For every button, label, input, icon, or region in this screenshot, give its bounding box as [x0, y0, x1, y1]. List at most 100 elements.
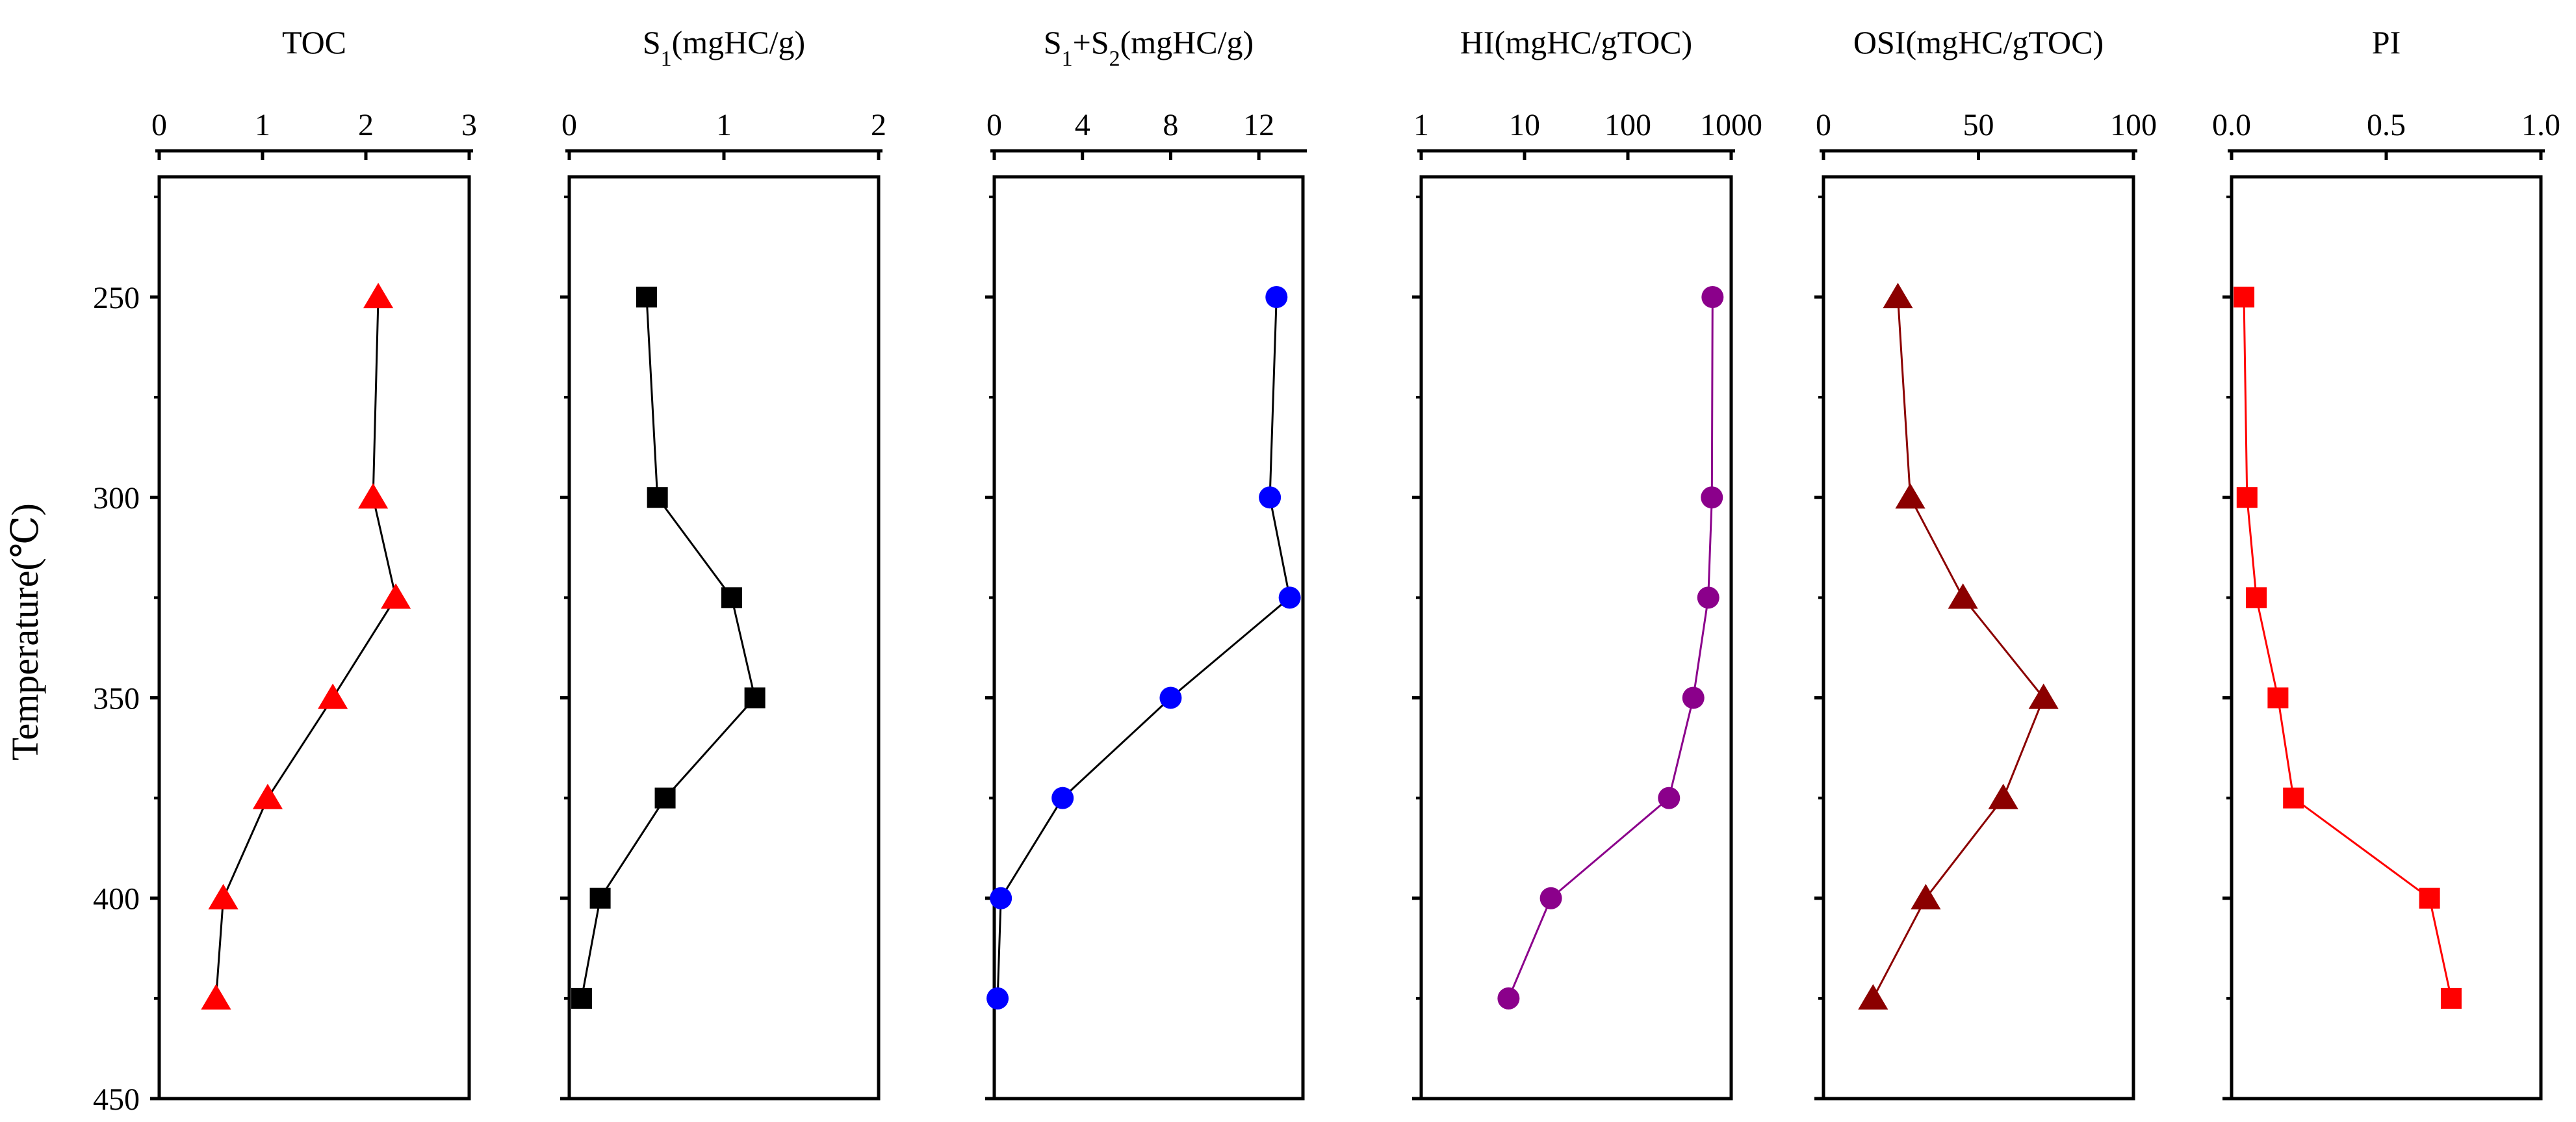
data-point	[986, 987, 1009, 1010]
y-tick-label: 300	[93, 481, 140, 515]
panel-frame	[2230, 175, 2543, 1101]
title-subscript: 2	[1109, 47, 1120, 71]
y-tick-label: 350	[93, 681, 140, 716]
data-point	[1883, 282, 1913, 309]
x-tick-label: 100	[2110, 108, 2157, 142]
panel-4: HI(mgHC/gTOC) 1 10 100 1000	[1412, 24, 1762, 1101]
panel-title: HI(mgHC/gTOC)	[1460, 24, 1692, 60]
data-point	[990, 887, 1012, 909]
y-axis-label: Temperature(℃)	[4, 503, 46, 761]
x-tick-label: 100	[1604, 108, 1651, 142]
x-tick-label: 1	[255, 108, 270, 142]
data-point	[1658, 787, 1681, 809]
title-part: S	[1044, 24, 1062, 60]
series-line	[996, 296, 1291, 998]
data-point	[1051, 787, 1074, 809]
data-point	[1539, 887, 1562, 909]
data-point	[1278, 586, 1301, 609]
data-point	[318, 683, 348, 709]
x-tick-label: 1.0	[2521, 108, 2560, 142]
panel-title: PI	[2372, 24, 2401, 60]
data-point	[1895, 483, 1926, 509]
x-tick-label: 8	[1163, 108, 1178, 142]
series-line	[214, 296, 397, 999]
data-point	[2267, 687, 2289, 709]
panel-5: OSI(mgHC/gTOC) 0 50 100	[1814, 24, 2157, 1101]
data-point	[2246, 587, 2267, 608]
x-tick-label: 0.0	[2212, 108, 2251, 142]
x-tick-label: 1	[1413, 108, 1429, 142]
x-tick-label: 0	[151, 108, 167, 142]
x-tick-label: 0	[986, 108, 1002, 142]
y-tick-label: 250	[93, 281, 140, 315]
data-point	[1159, 686, 1182, 709]
data-point	[208, 883, 238, 909]
x-tick-label: 4	[1075, 108, 1090, 142]
panel-title: OSI(mgHC/gTOC)	[1853, 24, 2104, 60]
panel-title: S1(mgHC/g)	[643, 24, 805, 71]
series-line	[1508, 296, 1714, 999]
panel-2: S1(mgHC/g)0 1 2	[560, 24, 886, 1101]
data-point	[2419, 887, 2440, 909]
x-tick-label: 0	[561, 108, 577, 142]
panel-title: TOC	[282, 24, 346, 60]
data-point	[1697, 586, 1719, 609]
x-tick-label: 1	[716, 108, 732, 142]
x-tick-label: 3	[461, 108, 477, 142]
panel-1: TOC 0 1 2 3 250 300 350 400 450	[93, 24, 477, 1117]
x-tick-label: 2	[871, 108, 886, 142]
data-point	[636, 286, 657, 307]
data-point	[1682, 686, 1705, 709]
x-tick-label: 0.5	[2367, 108, 2406, 142]
panel-3: S1+S2(mgHC/g)0 4 8 12	[985, 24, 1307, 1101]
data-point	[571, 987, 593, 1009]
data-point	[1858, 984, 1888, 1010]
panel-frame	[992, 175, 1305, 1101]
data-point	[744, 687, 766, 709]
data-point	[2028, 683, 2059, 709]
title-part: +S	[1073, 24, 1109, 60]
title-subscript: 1	[1062, 47, 1073, 71]
data-point	[2236, 487, 2258, 508]
x-tick-label: 1000	[1700, 108, 1762, 142]
data-point	[252, 783, 283, 809]
panel-6: PI 0.0 0.5 1.0	[2212, 24, 2560, 1101]
data-point	[363, 282, 394, 309]
data-point	[1701, 486, 1723, 509]
x-tick-label: 12	[1243, 108, 1274, 142]
data-point	[201, 984, 231, 1010]
title-part: (mgHC/g)	[1120, 24, 1254, 60]
data-point	[654, 787, 676, 809]
data-point	[1497, 987, 1520, 1010]
panel-title: S1+S2(mgHC/g)	[1044, 24, 1254, 71]
data-point	[1911, 883, 1941, 909]
data-point	[2234, 286, 2255, 307]
title-part: (mgHC/g)	[672, 24, 806, 60]
data-point	[589, 887, 611, 909]
panel-frame	[1419, 175, 1733, 1101]
data-point	[381, 583, 411, 609]
y-tick-label: 450	[93, 1082, 140, 1117]
x-tick-label: 0	[1816, 108, 1831, 142]
x-tick-label: 50	[1963, 108, 1994, 142]
x-tick-label: 2	[358, 108, 374, 142]
data-point	[1701, 285, 1724, 308]
x-tick-label: 10	[1509, 108, 1540, 142]
data-point	[1259, 486, 1282, 509]
panel-frame	[157, 175, 471, 1101]
title-subscript: 1	[661, 47, 672, 71]
data-point	[647, 487, 668, 508]
data-point	[1948, 583, 1978, 609]
data-point	[358, 483, 389, 509]
title-part: S	[643, 24, 661, 60]
data-point	[2283, 787, 2304, 809]
data-point	[1988, 783, 2018, 809]
data-point	[721, 587, 742, 608]
data-point	[2440, 987, 2462, 1009]
series-line	[1872, 296, 2045, 999]
y-tick-label: 400	[93, 882, 140, 917]
panel-frame	[1822, 175, 2135, 1101]
data-point	[1265, 285, 1288, 308]
panel-frame	[567, 175, 881, 1101]
